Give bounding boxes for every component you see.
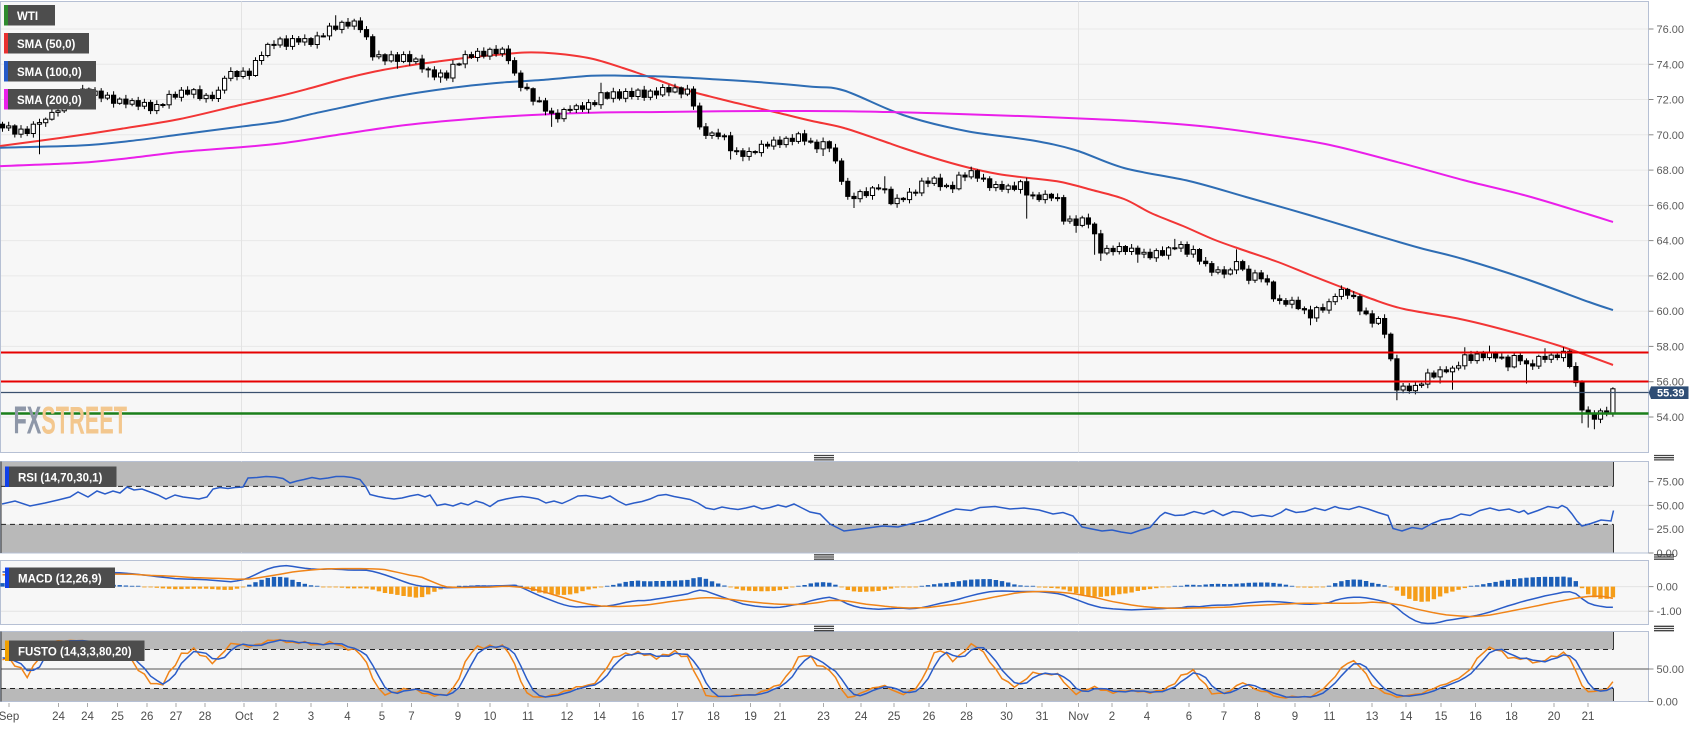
svg-text:2: 2 bbox=[273, 711, 279, 723]
svg-text:72.00: 72.00 bbox=[1657, 95, 1685, 107]
svg-text:17: 17 bbox=[671, 711, 684, 723]
svg-text:24: 24 bbox=[52, 711, 65, 723]
svg-text:21: 21 bbox=[1582, 711, 1595, 723]
svg-text:18: 18 bbox=[1505, 711, 1518, 723]
svg-text:7: 7 bbox=[408, 711, 414, 723]
svg-text:64.00: 64.00 bbox=[1657, 236, 1685, 248]
svg-text:0.00: 0.00 bbox=[1657, 582, 1678, 594]
svg-text:11: 11 bbox=[522, 711, 534, 723]
svg-text:24: 24 bbox=[855, 711, 868, 723]
svg-text:75.00: 75.00 bbox=[1657, 477, 1685, 489]
svg-text:20: 20 bbox=[1548, 711, 1561, 723]
svg-text:54.00: 54.00 bbox=[1657, 412, 1685, 424]
svg-text:MACD (12,26,9): MACD (12,26,9) bbox=[18, 574, 102, 586]
svg-text:SMA (200,0): SMA (200,0) bbox=[17, 95, 82, 107]
svg-text:Sep: Sep bbox=[0, 711, 19, 723]
svg-text:16: 16 bbox=[1469, 711, 1482, 723]
svg-text:7: 7 bbox=[1221, 711, 1227, 723]
svg-text:28: 28 bbox=[199, 711, 212, 723]
svg-text:Oct: Oct bbox=[235, 711, 254, 723]
svg-text:70.00: 70.00 bbox=[1657, 130, 1685, 142]
svg-text:RSI (14,70,30,1): RSI (14,70,30,1) bbox=[18, 473, 103, 485]
svg-text:12: 12 bbox=[561, 711, 574, 723]
svg-text:21: 21 bbox=[774, 711, 787, 723]
svg-text:68.00: 68.00 bbox=[1657, 165, 1685, 177]
svg-text:SMA (100,0): SMA (100,0) bbox=[17, 67, 82, 79]
svg-text:0.00: 0.00 bbox=[1657, 697, 1678, 709]
svg-text:26: 26 bbox=[923, 711, 936, 723]
svg-text:4: 4 bbox=[344, 711, 351, 723]
svg-text:31: 31 bbox=[1036, 711, 1049, 723]
svg-text:24: 24 bbox=[81, 711, 94, 723]
svg-text:16: 16 bbox=[632, 711, 645, 723]
svg-text:27: 27 bbox=[170, 711, 183, 723]
svg-text:58.00: 58.00 bbox=[1657, 341, 1685, 353]
svg-text:10: 10 bbox=[484, 711, 497, 723]
svg-text:23: 23 bbox=[817, 711, 830, 723]
svg-text:50.00: 50.00 bbox=[1657, 664, 1685, 676]
svg-text:18: 18 bbox=[707, 711, 720, 723]
svg-text:56.00: 56.00 bbox=[1657, 377, 1685, 389]
svg-text:9: 9 bbox=[1292, 711, 1298, 723]
svg-text:66.00: 66.00 bbox=[1657, 200, 1685, 212]
svg-text:25.00: 25.00 bbox=[1657, 524, 1685, 536]
svg-text:62.00: 62.00 bbox=[1657, 271, 1685, 283]
svg-text:5: 5 bbox=[379, 711, 385, 723]
svg-text:60.00: 60.00 bbox=[1657, 306, 1685, 318]
svg-text:2: 2 bbox=[1109, 711, 1115, 723]
svg-text:3: 3 bbox=[308, 711, 314, 723]
svg-text:11: 11 bbox=[1324, 711, 1336, 723]
svg-text:55.39: 55.39 bbox=[1657, 388, 1685, 400]
svg-text:14: 14 bbox=[1400, 711, 1413, 723]
svg-text:19: 19 bbox=[744, 711, 757, 723]
svg-text:28: 28 bbox=[960, 711, 973, 723]
svg-text:14: 14 bbox=[593, 711, 606, 723]
svg-text:SMA (50,0): SMA (50,0) bbox=[17, 39, 76, 51]
svg-text:50.00: 50.00 bbox=[1657, 500, 1685, 512]
svg-text:4: 4 bbox=[1144, 711, 1151, 723]
svg-text:9: 9 bbox=[455, 711, 461, 723]
svg-text:13: 13 bbox=[1366, 711, 1379, 723]
svg-text:25: 25 bbox=[888, 711, 901, 723]
svg-text:26: 26 bbox=[141, 711, 154, 723]
svg-text:FXSTREET: FXSTREET bbox=[14, 399, 128, 442]
svg-text:WTI: WTI bbox=[17, 11, 38, 23]
svg-text:74.00: 74.00 bbox=[1657, 59, 1685, 71]
svg-text:0.00: 0.00 bbox=[1657, 548, 1678, 560]
svg-text:25: 25 bbox=[111, 711, 124, 723]
svg-text:FUSTO (14,3,3,80,20): FUSTO (14,3,3,80,20) bbox=[18, 647, 132, 659]
svg-text:8: 8 bbox=[1254, 711, 1260, 723]
svg-text:Nov: Nov bbox=[1068, 711, 1089, 723]
svg-text:15: 15 bbox=[1435, 711, 1448, 723]
svg-text:30: 30 bbox=[1000, 711, 1013, 723]
svg-text:-1.00: -1.00 bbox=[1657, 606, 1682, 618]
svg-text:76.00: 76.00 bbox=[1657, 24, 1685, 36]
svg-text:6: 6 bbox=[1186, 711, 1192, 723]
